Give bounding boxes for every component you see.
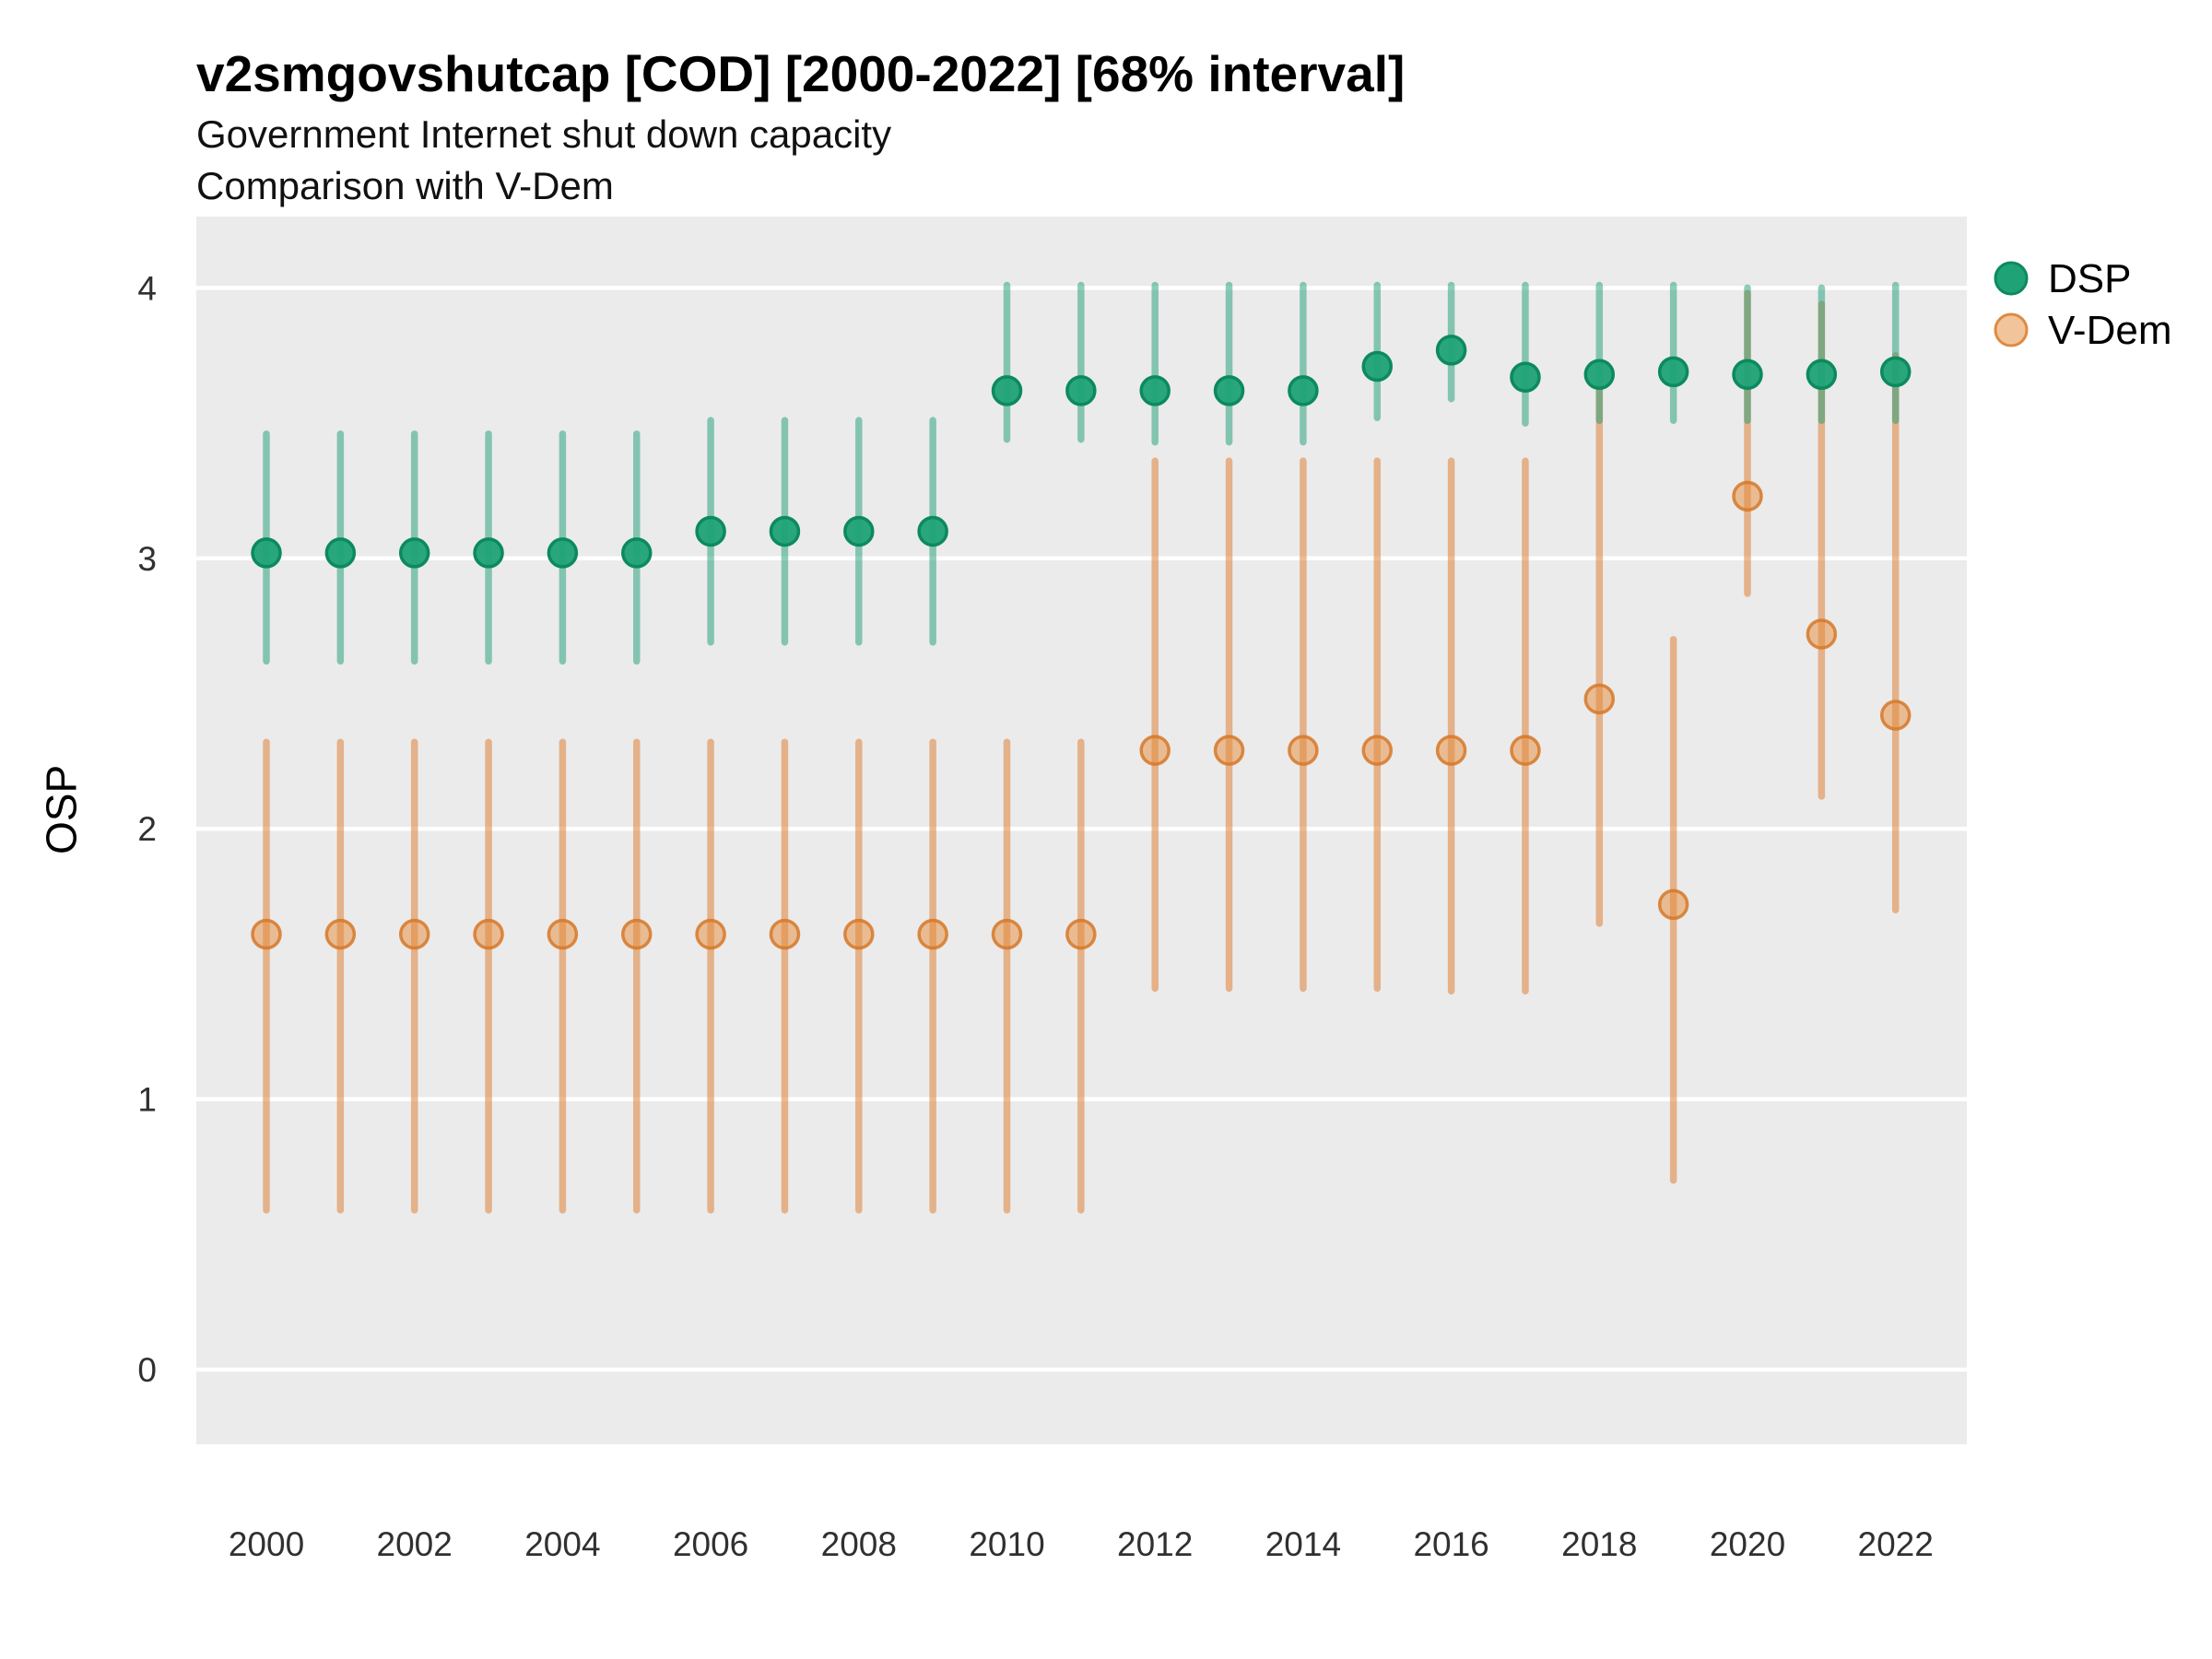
v-dem-point-2018	[1583, 683, 1616, 715]
dsp-point-2022	[1879, 356, 1912, 388]
dsp-point-2005	[621, 537, 653, 569]
y-tick-label-1: 1	[137, 1081, 157, 1119]
dsp-point-2007	[769, 515, 801, 547]
chart-subtitle: Government Internet shut down capacity	[196, 112, 892, 156]
dsp-point-2014	[1288, 375, 1319, 406]
x-tick-label-2000: 2000	[229, 1525, 304, 1563]
legend-label-v-dem: V-Dem	[2048, 308, 2171, 353]
v-dem-point-2010	[991, 918, 1023, 950]
dsp-point-2008	[843, 515, 875, 547]
x-tick-label-2002: 2002	[377, 1525, 453, 1563]
x-tick-label-2008: 2008	[821, 1525, 897, 1563]
v-dem-point-2012	[1139, 735, 1171, 766]
dsp-point-2015	[1361, 350, 1393, 382]
v-dem-point-2007	[769, 918, 801, 950]
v-dem-point-2015	[1361, 735, 1393, 766]
dsp-point-2000	[251, 537, 282, 569]
dsp-point-2009	[917, 515, 948, 547]
dsp-point-2006	[695, 515, 726, 547]
dsp-point-2003	[473, 537, 504, 569]
v-dem-point-2006	[695, 918, 726, 950]
v-dem-point-2017	[1510, 735, 1541, 766]
legend-label-dsp: DSP	[2048, 256, 2131, 301]
dsp-point-2004	[547, 537, 579, 569]
x-tick-label-2018: 2018	[1561, 1525, 1637, 1563]
chart-subtitle-2: Comparison with V-Dem	[196, 164, 614, 207]
dsp-point-2002	[398, 537, 430, 569]
dsp-point-2011	[1065, 375, 1097, 406]
dsp-point-2021	[1806, 359, 1838, 391]
y-tick-label-4: 4	[137, 269, 157, 307]
legend-dot-v-dem	[1994, 312, 2029, 347]
dsp-point-2001	[324, 537, 357, 569]
legend-dot-dsp	[1994, 261, 2029, 296]
y-tick-label-2: 2	[137, 810, 157, 848]
dsp-point-2019	[1657, 356, 1689, 388]
v-dem-point-2002	[398, 918, 430, 950]
dsp-point-2012	[1139, 375, 1171, 406]
v-dem-point-2021	[1806, 618, 1838, 650]
y-tick-label-0: 0	[137, 1351, 157, 1389]
v-dem-point-2016	[1435, 735, 1467, 766]
x-tick-label-2016: 2016	[1413, 1525, 1488, 1563]
dsp-point-2010	[991, 375, 1023, 406]
v-dem-point-2004	[547, 918, 579, 950]
x-tick-label-2006: 2006	[673, 1525, 748, 1563]
dsp-point-2013	[1213, 375, 1245, 406]
v-dem-point-2022	[1879, 700, 1912, 731]
dsp-point-2017	[1510, 361, 1541, 393]
v-dem-point-2009	[917, 918, 948, 950]
v-dem-point-2019	[1657, 888, 1689, 921]
dsp-point-2020	[1732, 359, 1763, 391]
v-dem-point-2011	[1065, 918, 1097, 950]
x-tick-label-2004: 2004	[524, 1525, 600, 1563]
v-dem-point-2000	[251, 918, 282, 950]
v-dem-point-2013	[1213, 735, 1245, 766]
chart-title: v2smgovshutcap [COD] [2000-2022] [68% in…	[196, 45, 1406, 102]
x-tick-label-2012: 2012	[1117, 1525, 1193, 1563]
v-dem-point-2008	[843, 918, 875, 950]
x-tick-label-2010: 2010	[969, 1525, 1044, 1563]
x-tick-label-2014: 2014	[1265, 1525, 1341, 1563]
dsp-point-2018	[1583, 359, 1616, 391]
y-tick-label-3: 3	[137, 540, 157, 578]
dsp-point-2016	[1435, 335, 1467, 366]
y-axis-title: OSP	[37, 764, 86, 854]
x-tick-label-2020: 2020	[1710, 1525, 1785, 1563]
v-dem-point-2020	[1732, 480, 1763, 512]
v-dem-point-2003	[473, 918, 504, 950]
v-dem-point-2005	[621, 918, 653, 950]
x-tick-label-2022: 2022	[1858, 1525, 1934, 1563]
v-dem-point-2014	[1288, 735, 1319, 766]
v-dem-point-2001	[324, 918, 357, 950]
